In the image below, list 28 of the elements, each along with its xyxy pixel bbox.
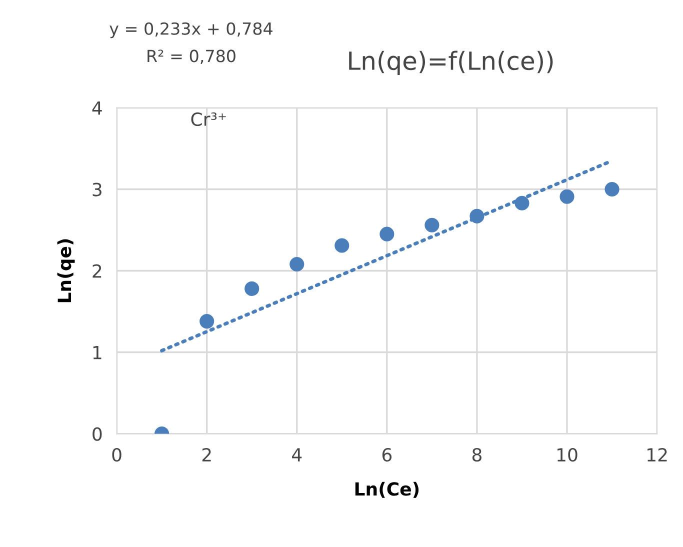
chart-title: Ln(qe)=f(Ln(ce)) [349, 50, 553, 76]
y-tick-label: 0 [92, 427, 102, 441]
point [200, 314, 214, 329]
point [470, 208, 484, 224]
x-tick-label: 0 [112, 448, 122, 462]
text: R² = 0,780 [148, 50, 236, 64]
y-tick-label: 2 [92, 264, 102, 278]
point [424, 218, 440, 232]
x-tick-label: 8 [472, 448, 482, 462]
y-tick-label: 4 [92, 101, 102, 115]
point [334, 238, 350, 253]
point [380, 226, 394, 242]
annotation: Cr³⁺ [191, 112, 226, 126]
y-tick-label: 1 [93, 346, 102, 360]
text: y = 0,233x + 0,784 [110, 22, 272, 38]
x-tick-label: 4 [292, 448, 302, 462]
x-tick-label: 6 [382, 448, 392, 462]
x-tick-label: 2 [202, 448, 211, 462]
x-axis-title: Ln(Ce) [355, 482, 419, 498]
point [560, 189, 574, 204]
y-axis-title: Ln(qe) [57, 239, 75, 302]
point [290, 256, 304, 272]
point [244, 281, 260, 296]
x-tick-label: 10 [558, 448, 578, 462]
x-tick-label: 12 [648, 448, 667, 462]
y-tick-label: 3 [92, 182, 102, 196]
point [604, 182, 620, 197]
point [514, 196, 530, 210]
